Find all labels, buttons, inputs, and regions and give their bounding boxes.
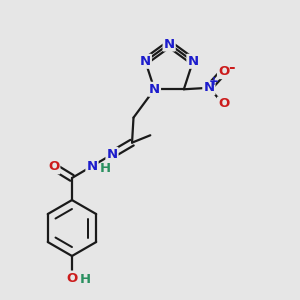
Text: N: N [140, 55, 151, 68]
Text: -: - [229, 60, 235, 75]
Text: O: O [48, 160, 59, 173]
Text: O: O [218, 65, 229, 78]
Text: O: O [66, 272, 78, 285]
Text: H: H [100, 162, 111, 175]
Text: N: N [86, 160, 98, 173]
Text: N: N [149, 83, 160, 96]
Text: +: + [209, 75, 219, 88]
Text: H: H [79, 273, 91, 286]
Text: N: N [106, 148, 118, 161]
Text: O: O [218, 98, 229, 110]
Text: N: N [188, 55, 199, 68]
Text: N: N [164, 38, 175, 50]
Text: N: N [203, 81, 214, 94]
